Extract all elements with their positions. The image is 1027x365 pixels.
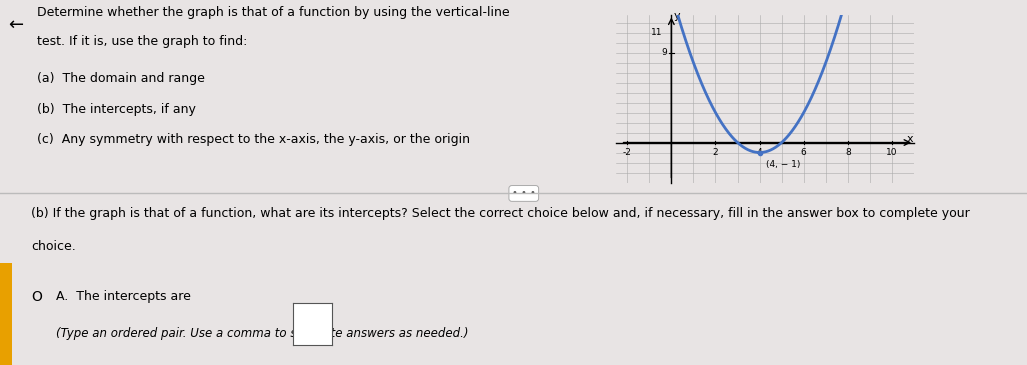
Text: (a)  The domain and range: (a) The domain and range [37,72,204,85]
Text: 10: 10 [886,147,898,157]
Text: 4: 4 [757,147,762,157]
Text: 2: 2 [713,147,718,157]
Text: 11: 11 [651,28,662,37]
Text: choice.: choice. [31,240,76,253]
Text: (4, − 1): (4, − 1) [766,160,801,169]
Text: -2: -2 [622,147,632,157]
Text: (b)  The intercepts, if any: (b) The intercepts, if any [37,103,195,116]
Text: (b) If the graph is that of a function, what are its intercepts? Select the corr: (b) If the graph is that of a function, … [31,207,969,220]
Text: x: x [906,134,913,144]
Text: O: O [31,289,42,304]
Text: (c)  Any symmetry with respect to the x-axis, the y-axis, or the origin: (c) Any symmetry with respect to the x-a… [37,134,469,146]
Text: • • •: • • • [511,188,536,199]
Text: 8: 8 [845,147,850,157]
Text: test. If it is, use the graph to find:: test. If it is, use the graph to find: [37,35,248,48]
Text: Determine whether the graph is that of a function by using the vertical-line: Determine whether the graph is that of a… [37,6,509,19]
Text: ←: ← [8,15,24,34]
Text: y: y [674,11,680,20]
Text: (Type an ordered pair. Use a comma to separate answers as needed.): (Type an ordered pair. Use a comma to se… [56,327,469,340]
Text: 6: 6 [801,147,806,157]
Text: A.  The intercepts are: A. The intercepts are [56,289,191,303]
Text: 9: 9 [661,48,667,57]
